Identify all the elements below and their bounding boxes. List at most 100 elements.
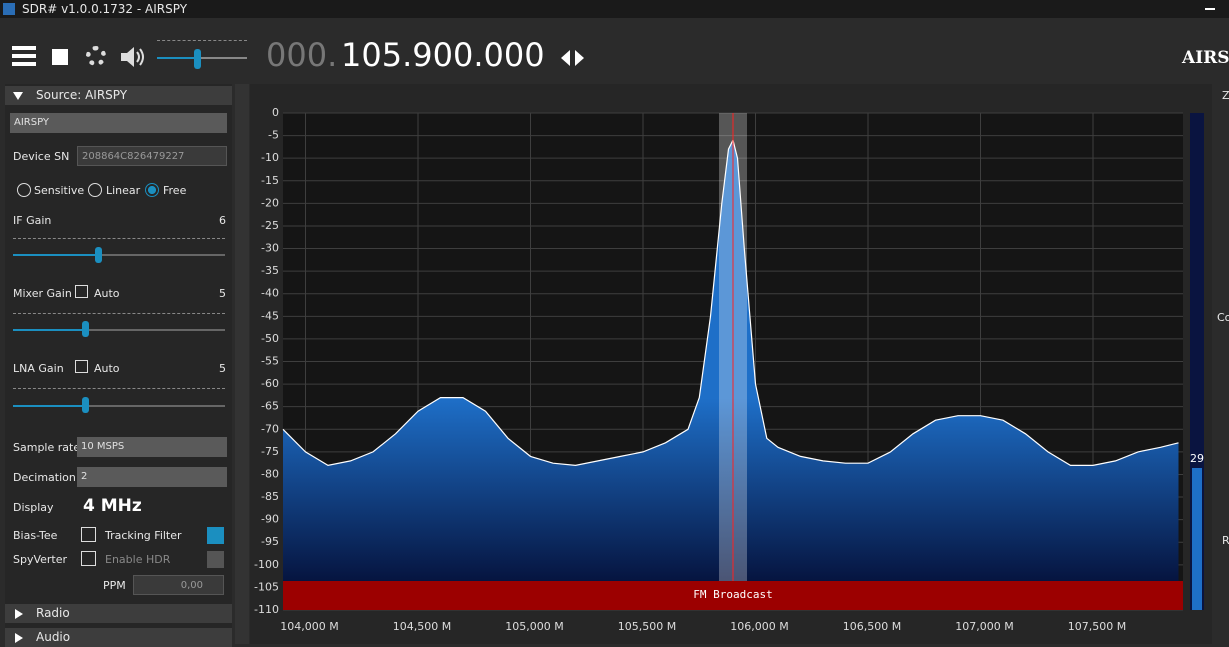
device-sn[interactable]: 208864C826479227 — [77, 146, 227, 166]
y-tick-label: -50 — [261, 332, 279, 345]
x-tick-label: 105,500 M — [618, 620, 676, 633]
x-tick-label: 107,000 M — [955, 620, 1013, 633]
panel-header[interactable]: Radio — [5, 604, 232, 623]
y-tick-label: -40 — [261, 287, 279, 300]
checkbox[interactable] — [75, 360, 88, 373]
display-label: Display — [13, 501, 54, 514]
lna-gain-value: 5 — [219, 362, 226, 375]
app-icon — [3, 3, 15, 15]
stop-button[interactable] — [52, 49, 68, 65]
volume-knob[interactable] — [194, 49, 201, 69]
spyverter-label: SpyVerter — [13, 553, 68, 566]
sample-rate: 10 MSPS — [81, 441, 125, 452]
tune-arrows[interactable] — [559, 48, 587, 68]
checkbox[interactable] — [81, 527, 96, 542]
zoom-label: Zo — [1222, 89, 1229, 102]
radio-selected[interactable] — [145, 183, 159, 197]
ticks — [13, 238, 225, 246]
sample-rate-label: Sample rate — [13, 441, 81, 454]
x-tick-label: 104,000 M — [280, 620, 338, 633]
source-panel: Source: AIRSPY AIRSPY Device SN 208864C8… — [5, 84, 232, 647]
checkbox-checked[interactable] — [207, 527, 224, 544]
device-combo[interactable]: AIRSPY — [10, 113, 227, 133]
x-tick-label: 107,500 M — [1068, 620, 1126, 633]
display-bandwidth: 4 MHz — [83, 496, 142, 516]
mode-label: Sensitive — [34, 184, 85, 197]
y-tick-label: -105 — [254, 580, 279, 593]
decimation-combo[interactable]: 2 — [77, 467, 227, 487]
panel-title: Source: AIRSPY — [36, 88, 128, 102]
sample-rate-combo[interactable]: 10 MSPS — [77, 437, 227, 457]
level-meter-value: 29 — [1190, 452, 1204, 465]
y-tick-label: -20 — [261, 196, 279, 209]
slider-fill — [13, 405, 85, 407]
y-tick-label: -60 — [261, 377, 279, 390]
checkbox[interactable] — [75, 285, 88, 298]
menu-button[interactable] — [12, 46, 36, 50]
mode-label: Linear — [106, 184, 141, 197]
range-label: R — [1222, 534, 1229, 547]
x-tick-label: 105,000 M — [505, 620, 563, 633]
auto-label: Auto — [94, 362, 120, 375]
mixer-gain-value: 5 — [219, 287, 226, 300]
mixer-gain-label: Mixer Gain — [13, 287, 72, 300]
panel-title: Audio — [36, 630, 71, 644]
tracking-filter-label: Tracking Filter — [105, 529, 182, 542]
decimation: 2 — [81, 471, 88, 482]
collapse-icon — [13, 92, 23, 100]
y-tick-label: -10 — [261, 151, 279, 164]
mixer-gain-knob[interactable] — [82, 321, 89, 337]
slider-fill — [13, 254, 99, 256]
slider-track — [13, 329, 225, 331]
frequency-display[interactable]: 105.900.000 — [341, 36, 545, 74]
level-meter-fill — [1192, 468, 1202, 610]
band-plan — [283, 581, 1183, 610]
x-tick-label: 106,000 M — [730, 620, 788, 633]
y-tick-label: -30 — [261, 242, 279, 255]
expand-icon — [15, 633, 23, 643]
volume-fill — [157, 57, 197, 59]
slider-fill — [13, 329, 85, 331]
ppm-value: 0,00 — [180, 580, 203, 591]
radio[interactable] — [17, 183, 31, 197]
y-tick-label: -85 — [261, 490, 279, 503]
y-tick-label: -35 — [261, 264, 279, 277]
right-panel: Zo Co R — [1212, 84, 1229, 644]
y-tick-label: -65 — [261, 400, 279, 413]
if-gain-label: IF Gain — [13, 214, 52, 227]
panel-header[interactable]: Audio — [5, 628, 232, 647]
panel-title: Radio — [36, 606, 70, 620]
radio[interactable] — [88, 183, 102, 197]
expand-icon — [15, 609, 23, 619]
slider-track — [13, 405, 225, 407]
settings-button[interactable] — [86, 46, 106, 66]
title-bar: SDR# v1.0.0.1732 - AIRSPY — [0, 0, 1229, 18]
checkbox[interactable] — [81, 551, 96, 566]
minimize[interactable] — [1205, 8, 1215, 10]
scrollbar[interactable] — [235, 84, 249, 644]
y-tick-label: 0 — [272, 106, 279, 119]
if-gain-knob[interactable] — [95, 247, 102, 263]
y-tick-label: -5 — [268, 129, 279, 142]
ppm-input[interactable]: 0,00 — [133, 575, 224, 595]
mute-button[interactable] — [119, 45, 145, 69]
y-tick-label: -45 — [261, 309, 279, 322]
device: AIRSPY — [14, 117, 50, 128]
bias-tee-label: Bias-Tee — [13, 529, 58, 542]
spectrum-fill — [283, 140, 1179, 610]
decimation-label: Decimation — [13, 471, 76, 484]
lna-gain-knob[interactable] — [82, 397, 89, 413]
panel-header[interactable]: Source: AIRSPY — [5, 86, 232, 105]
device-sn-label: Device SN — [13, 150, 70, 163]
ppm-label: PPM — [103, 579, 126, 592]
volume-track — [157, 57, 247, 59]
logo: AIRSP — [1182, 48, 1229, 68]
y-tick-label: -100 — [254, 558, 279, 571]
slider-track — [13, 254, 225, 256]
contrast-label: Co — [1217, 311, 1229, 324]
y-tick-label: -15 — [261, 174, 279, 187]
x-tick-label: 106,500 M — [843, 620, 901, 633]
checkbox-disabled — [207, 551, 224, 568]
